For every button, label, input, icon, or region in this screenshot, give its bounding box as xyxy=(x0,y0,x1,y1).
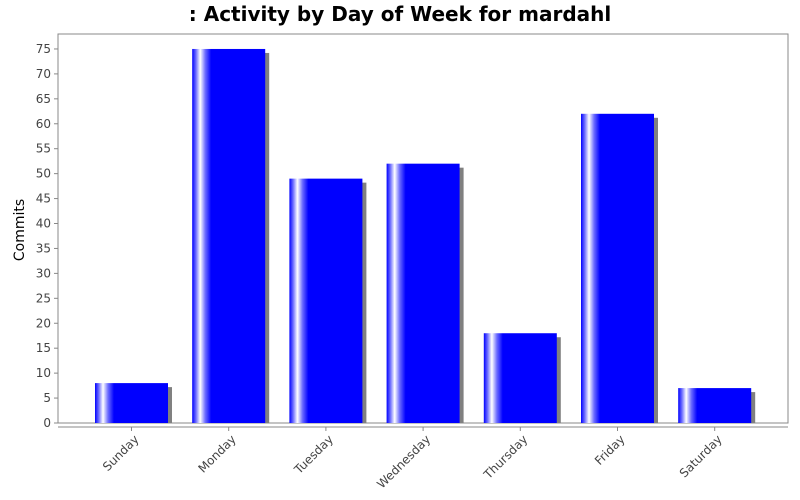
y-tick-label: 20 xyxy=(36,316,51,330)
y-tick-label: 50 xyxy=(36,167,51,181)
x-tick-label: Friday xyxy=(592,432,628,468)
x-tick-label: Tuesday xyxy=(291,432,336,477)
bar-thursday xyxy=(483,333,557,423)
y-tick-label: 30 xyxy=(36,266,51,280)
bar-sunday xyxy=(95,383,168,423)
bar-friday xyxy=(581,113,654,424)
x-axis: Sunday Monday Tuesday Wednesday Thursday Frid… xyxy=(100,427,725,491)
x-tick-label: Saturday xyxy=(677,432,725,480)
y-axis: 0 5 10 15 20 25 30 35 40 45 50 55 60 65 70 75 xyxy=(36,42,58,430)
bar-tuesday xyxy=(289,178,363,423)
y-tick-label: 60 xyxy=(36,117,51,131)
y-tick-label: 65 xyxy=(36,92,51,106)
y-axis-label: Commits xyxy=(12,199,28,261)
bar-wednesday xyxy=(386,163,460,423)
x-tick-label: Thursday xyxy=(480,432,530,482)
y-tick-label: 35 xyxy=(36,241,51,255)
bars xyxy=(95,48,752,424)
y-tick-label: 75 xyxy=(36,42,51,56)
y-tick-label: 5 xyxy=(43,391,51,405)
y-tick-label: 0 xyxy=(43,416,51,430)
y-tick-label: 55 xyxy=(36,142,51,156)
y-tick-label: 10 xyxy=(36,366,51,380)
chart-title: : Activity by Day of Week for mardahl xyxy=(189,2,611,26)
bar-monday xyxy=(192,48,266,423)
x-tick-label: Monday xyxy=(195,432,238,475)
x-tick-label: Sunday xyxy=(100,432,142,474)
y-tick-label: 45 xyxy=(36,192,51,206)
y-tick-label: 25 xyxy=(36,291,51,305)
y-tick-label: 70 xyxy=(36,67,51,81)
y-tick-label: 15 xyxy=(36,341,51,355)
x-tick-label: Wednesday xyxy=(374,432,433,491)
bar-saturday xyxy=(678,388,752,423)
y-tick-label: 40 xyxy=(36,217,51,231)
